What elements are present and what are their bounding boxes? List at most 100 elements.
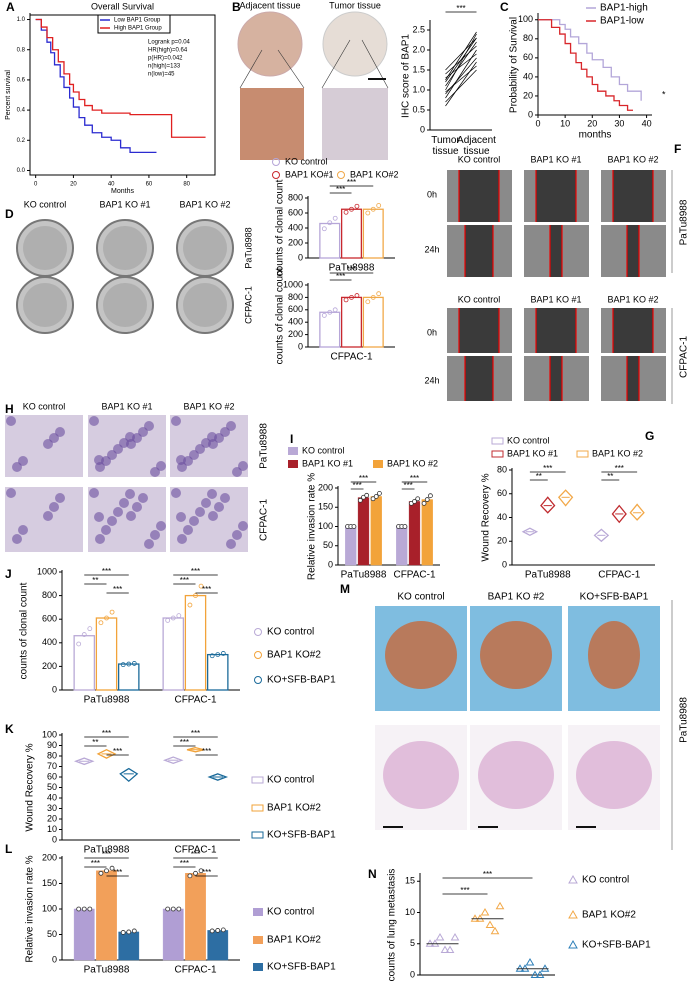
legend-label: KO control — [267, 775, 314, 786]
x-tick-label: CFPAC-1 — [330, 352, 372, 363]
y-tick-label: 80 — [47, 750, 57, 760]
y-tick-label: 200 — [318, 482, 333, 492]
colonies — [23, 283, 67, 327]
legend-label: BAP1 KO #2 — [592, 448, 643, 458]
cells — [113, 507, 123, 517]
x-tick-label: PaTu8988 — [525, 570, 571, 581]
data-point — [332, 307, 338, 313]
y-tick-label: 600 — [288, 304, 303, 314]
y-tick-label: 200 — [42, 661, 57, 671]
significance-label: *** — [202, 747, 211, 756]
side-label: CFPAC-1 — [259, 499, 270, 541]
significance-label: *** — [102, 729, 111, 738]
y-tick-label: 600 — [42, 614, 57, 624]
colonies — [183, 283, 227, 327]
x-tick-label: PaTu8988 — [84, 965, 130, 976]
survival-curve — [538, 19, 633, 111]
data-point — [370, 206, 376, 212]
cells — [138, 493, 148, 503]
bar — [362, 208, 384, 259]
y-tick-label: 10 — [47, 824, 57, 834]
legend-marker — [491, 437, 504, 445]
legend-label: KO control — [267, 907, 314, 918]
annotation: HR(high)=0.64 — [148, 48, 188, 54]
data-point — [376, 203, 382, 208]
data-point — [131, 661, 137, 666]
data-point — [412, 499, 417, 504]
cells — [177, 534, 187, 544]
data-point — [349, 206, 354, 212]
data-point — [495, 901, 505, 910]
column-label: BAP1 KO #2 — [183, 401, 234, 411]
data-point — [170, 615, 176, 621]
y-tick-label: 200 — [288, 329, 303, 339]
legend-marker — [254, 676, 262, 684]
data-point — [376, 291, 382, 297]
y-tick-label: 0 — [52, 684, 57, 694]
cells — [208, 511, 218, 521]
data-point — [198, 868, 204, 874]
data-point — [87, 906, 93, 912]
data-point — [165, 906, 171, 912]
x-tick-label: PaTu8988 — [84, 695, 130, 706]
column-label: KO control — [23, 401, 66, 411]
data-point — [98, 620, 104, 626]
x-axis-label: Months — [111, 188, 134, 195]
significance-label: *** — [347, 178, 356, 187]
y-tick-label: 1000 — [283, 279, 303, 289]
y-tick-label: 15 — [405, 876, 415, 886]
data-point — [370, 496, 376, 502]
data-point — [215, 928, 221, 933]
cells — [18, 456, 28, 466]
legend-marker — [253, 963, 263, 971]
wound-gap — [536, 170, 576, 222]
y-tick-label: 1.5 — [412, 64, 425, 74]
cells — [95, 534, 105, 544]
significance-label: ** — [536, 472, 542, 481]
significance-label: *** — [483, 870, 492, 879]
y-tick-label: 150 — [318, 502, 333, 512]
data-point — [76, 906, 82, 912]
wound-gap — [459, 170, 499, 222]
legend-label: BAP1 KO #1 — [507, 448, 558, 458]
significance-label: *** — [113, 585, 122, 594]
bar — [345, 526, 357, 566]
y-axis-label: counts of clonal count — [275, 267, 286, 364]
y-tick-label: 600 — [288, 207, 303, 217]
significance-label: *** — [191, 729, 200, 738]
column-label: KO control — [397, 592, 444, 603]
legend-label: KO control — [285, 156, 328, 166]
legend-label: High BAP1 Group — [114, 26, 162, 32]
row-label: 24h — [424, 244, 439, 254]
y-tick-label: 0 — [328, 559, 333, 569]
data-point — [209, 653, 215, 659]
x-tick-label: CFPAC-1 — [393, 570, 435, 581]
y-tick-label: 0 — [410, 969, 415, 979]
data-point — [176, 613, 182, 619]
cells — [144, 421, 154, 431]
wound-gap — [627, 356, 639, 401]
y-tick-label: 2.5 — [412, 24, 425, 34]
bar — [408, 501, 421, 566]
data-point — [364, 492, 370, 498]
y-tick-label: 800 — [288, 292, 303, 302]
image-label: Adjacent tissue — [239, 0, 300, 10]
legend-marker — [491, 450, 504, 458]
x-tick-label: Adjacent tissue — [457, 135, 496, 157]
y-tick-label: 5 — [410, 938, 415, 948]
panel-letter: C — [500, 0, 509, 14]
data-point — [215, 652, 221, 657]
panel-letter: A — [6, 0, 15, 14]
cells — [207, 489, 217, 499]
significance-label: *** — [180, 738, 189, 747]
bar — [362, 296, 384, 348]
bar — [370, 496, 382, 566]
legend-label: KO control — [267, 627, 314, 638]
side-label: PaTu8988 — [679, 697, 690, 743]
significance-label: *** — [180, 576, 189, 585]
violin — [540, 496, 556, 514]
y-tick-label: 60 — [47, 771, 57, 781]
data-point — [351, 524, 357, 529]
data-point — [354, 293, 360, 298]
scale-bar — [383, 826, 403, 828]
